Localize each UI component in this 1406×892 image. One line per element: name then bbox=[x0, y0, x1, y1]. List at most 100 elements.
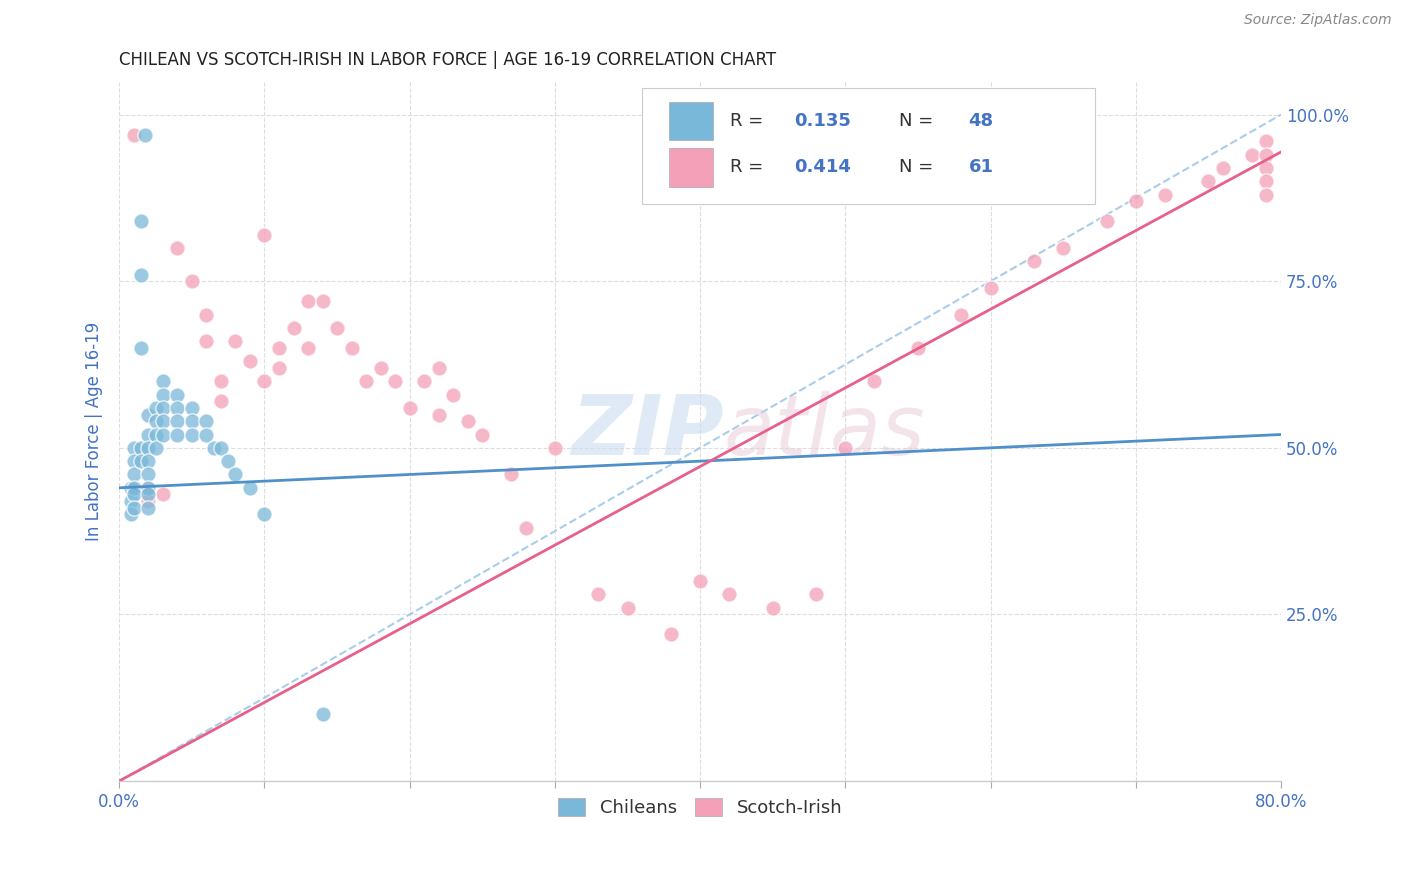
Point bbox=[1022, 254, 1045, 268]
Point bbox=[689, 574, 711, 588]
Point bbox=[180, 414, 202, 428]
Point bbox=[120, 481, 142, 495]
Point bbox=[152, 427, 174, 442]
Point bbox=[253, 374, 276, 388]
Point bbox=[224, 467, 246, 482]
Point bbox=[1256, 134, 1278, 148]
Point bbox=[239, 354, 262, 368]
Text: N =: N = bbox=[898, 159, 939, 177]
Point bbox=[136, 441, 159, 455]
Point bbox=[441, 387, 464, 401]
Text: 61: 61 bbox=[969, 159, 994, 177]
Point bbox=[457, 414, 479, 428]
Point bbox=[370, 360, 392, 375]
Point bbox=[515, 521, 537, 535]
Text: Source: ZipAtlas.com: Source: ZipAtlas.com bbox=[1244, 13, 1392, 28]
Point bbox=[354, 374, 377, 388]
Point bbox=[311, 294, 333, 309]
Point bbox=[1197, 174, 1219, 188]
Point bbox=[253, 227, 276, 242]
Point bbox=[136, 467, 159, 482]
Point bbox=[427, 408, 450, 422]
Point bbox=[136, 481, 159, 495]
Bar bbox=[669, 148, 713, 186]
Point bbox=[267, 341, 290, 355]
Text: CHILEAN VS SCOTCH-IRISH IN LABOR FORCE | AGE 16-19 CORRELATION CHART: CHILEAN VS SCOTCH-IRISH IN LABOR FORCE |… bbox=[120, 51, 776, 69]
Point bbox=[217, 454, 239, 468]
Point bbox=[134, 128, 156, 142]
Point bbox=[152, 374, 174, 388]
Point bbox=[195, 427, 218, 442]
Point bbox=[129, 341, 152, 355]
Point bbox=[588, 587, 610, 601]
Point bbox=[297, 341, 319, 355]
Point bbox=[122, 467, 145, 482]
Point bbox=[180, 401, 202, 415]
Point bbox=[129, 441, 152, 455]
Point bbox=[195, 308, 218, 322]
Point bbox=[136, 454, 159, 468]
Point bbox=[980, 281, 1002, 295]
Point bbox=[129, 454, 152, 468]
Point bbox=[1256, 161, 1278, 175]
Point bbox=[1153, 187, 1175, 202]
Point bbox=[195, 334, 218, 349]
Point bbox=[907, 341, 929, 355]
Point bbox=[501, 467, 523, 482]
Point bbox=[152, 401, 174, 415]
Point bbox=[166, 241, 188, 255]
Point bbox=[297, 294, 319, 309]
Point bbox=[122, 500, 145, 515]
Point bbox=[326, 321, 349, 335]
Point bbox=[253, 508, 276, 522]
Point bbox=[544, 441, 567, 455]
Point bbox=[129, 214, 152, 228]
Point bbox=[120, 494, 142, 508]
Point bbox=[129, 268, 152, 282]
Point bbox=[398, 401, 420, 415]
Point bbox=[239, 481, 262, 495]
Legend: Chileans, Scotch-Irish: Chileans, Scotch-Irish bbox=[551, 790, 849, 824]
Point bbox=[122, 441, 145, 455]
Text: 48: 48 bbox=[969, 112, 994, 130]
Point bbox=[202, 441, 225, 455]
Text: 0.414: 0.414 bbox=[794, 159, 851, 177]
Point bbox=[209, 374, 232, 388]
Point bbox=[1125, 194, 1147, 209]
Point bbox=[1256, 147, 1278, 161]
Point bbox=[145, 441, 167, 455]
Text: 0.135: 0.135 bbox=[794, 112, 851, 130]
Point bbox=[1256, 187, 1278, 202]
Point bbox=[122, 128, 145, 142]
Point bbox=[224, 334, 246, 349]
Point bbox=[1256, 174, 1278, 188]
Point bbox=[136, 408, 159, 422]
Point bbox=[311, 707, 333, 722]
Point bbox=[136, 427, 159, 442]
Point bbox=[659, 627, 682, 641]
Point bbox=[1052, 241, 1074, 255]
Point bbox=[152, 487, 174, 501]
Point bbox=[120, 508, 142, 522]
Point bbox=[806, 587, 828, 601]
Point bbox=[136, 487, 159, 501]
Point bbox=[384, 374, 406, 388]
Point bbox=[136, 481, 159, 495]
Point bbox=[267, 360, 290, 375]
Y-axis label: In Labor Force | Age 16-19: In Labor Force | Age 16-19 bbox=[86, 321, 103, 541]
Point bbox=[122, 454, 145, 468]
Point bbox=[145, 401, 167, 415]
Point bbox=[152, 414, 174, 428]
Point bbox=[413, 374, 436, 388]
Point bbox=[122, 481, 145, 495]
Point bbox=[283, 321, 305, 335]
Point bbox=[209, 441, 232, 455]
Text: atlas: atlas bbox=[723, 391, 925, 472]
Text: N =: N = bbox=[898, 112, 939, 130]
Point bbox=[180, 427, 202, 442]
Point bbox=[145, 427, 167, 442]
Point bbox=[136, 500, 159, 515]
Point bbox=[152, 387, 174, 401]
Point bbox=[122, 487, 145, 501]
Point bbox=[145, 414, 167, 428]
